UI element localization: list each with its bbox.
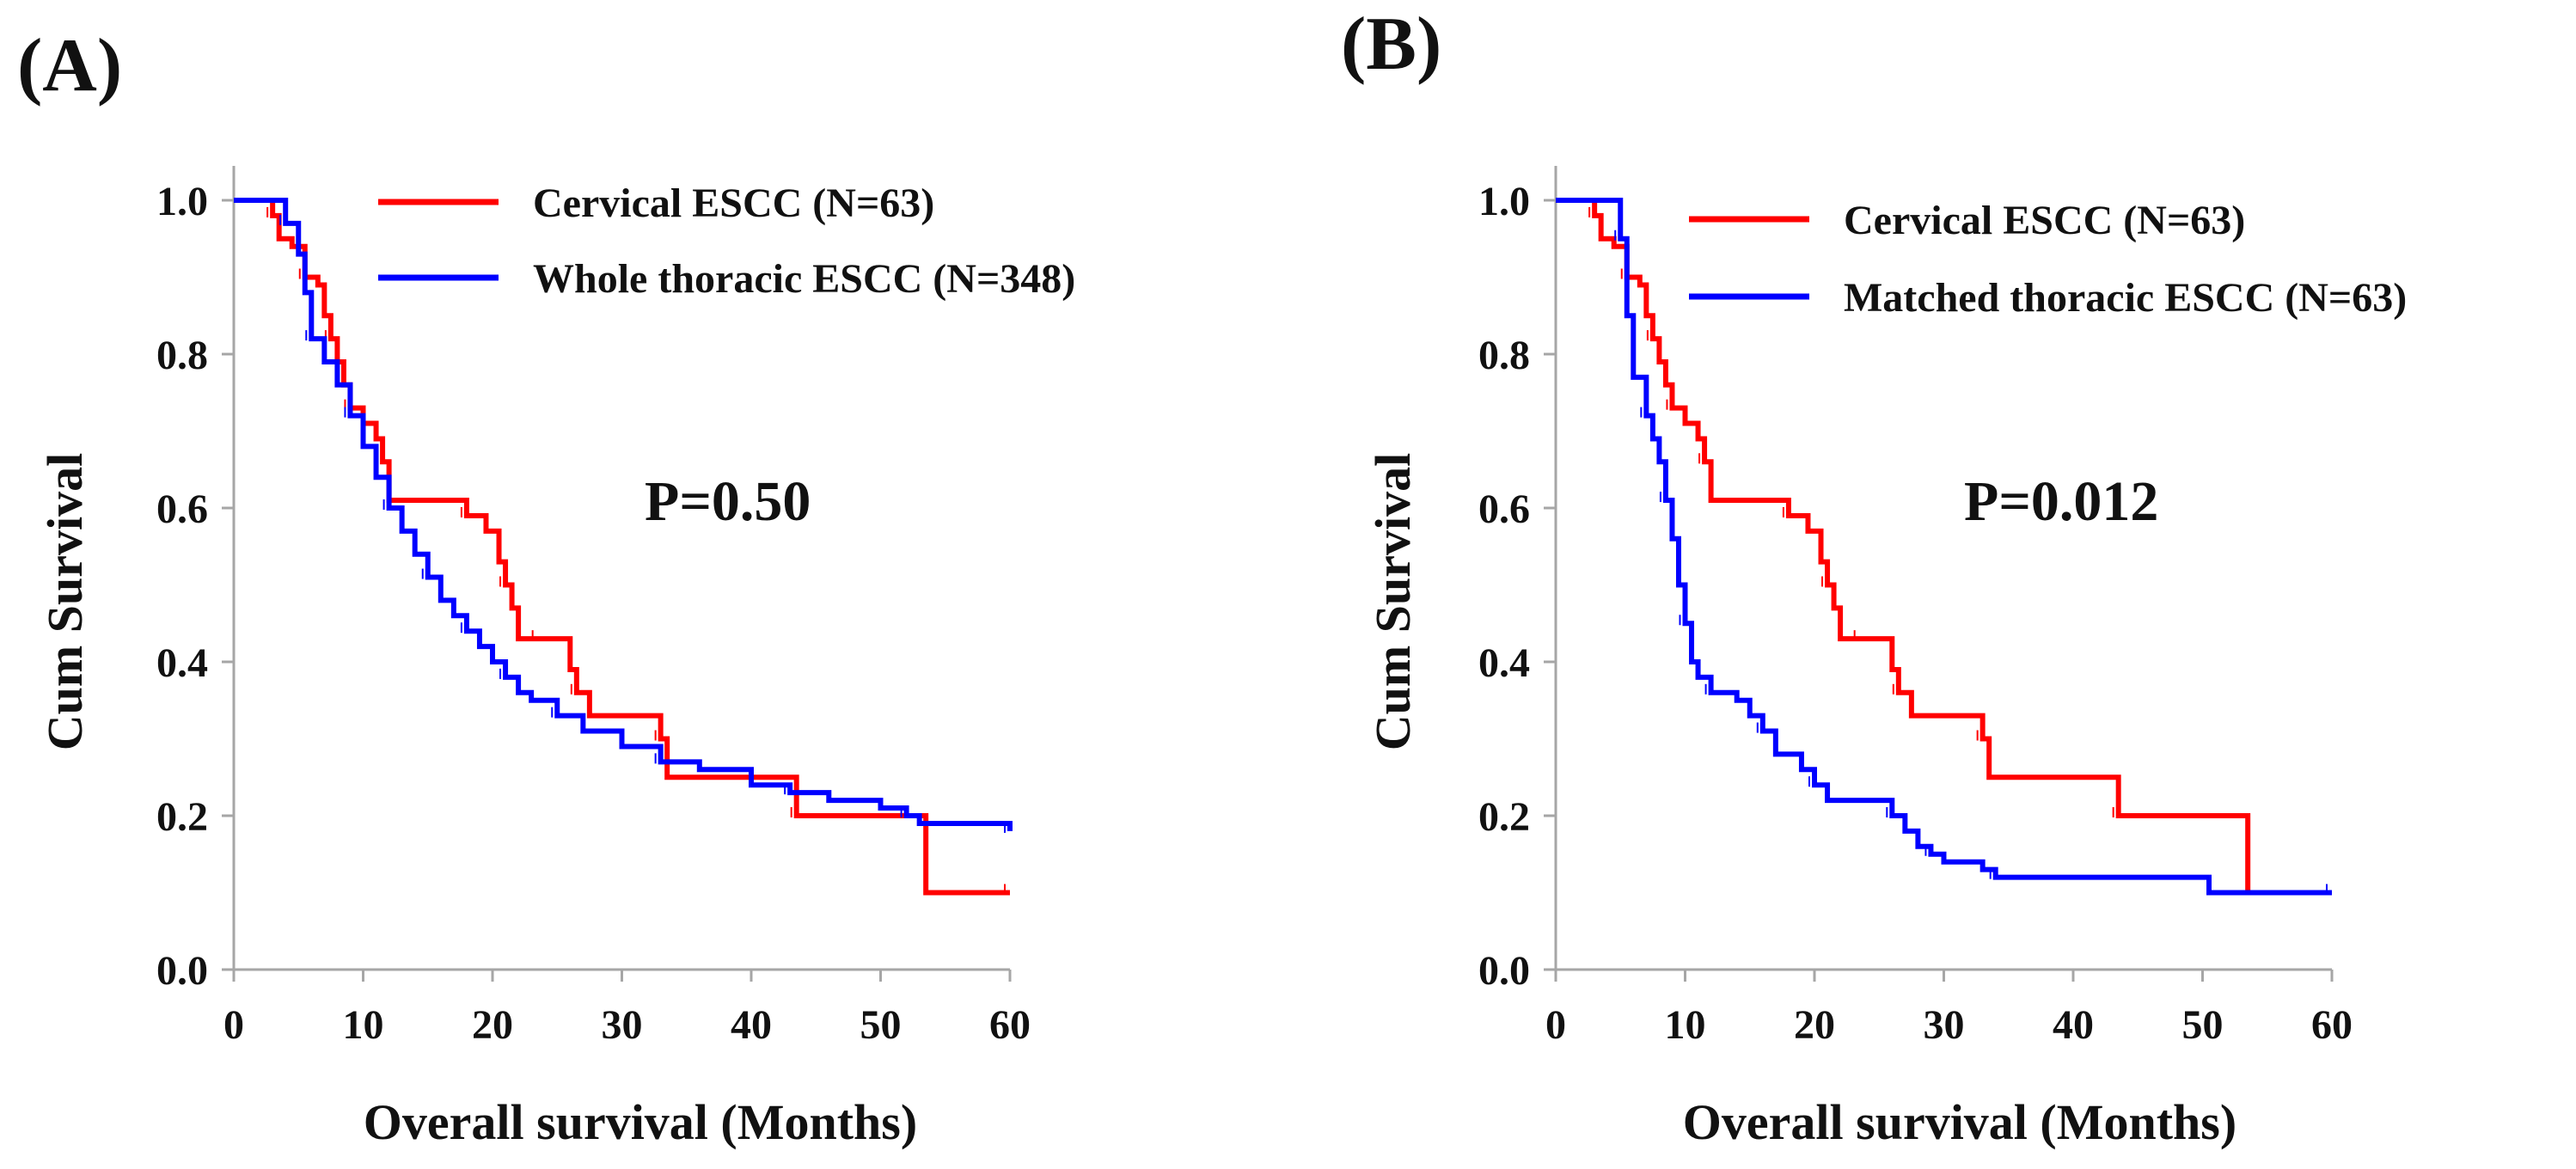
x-tick-label: 60 — [2311, 1002, 2353, 1048]
y-tick-label: 0.0 — [1478, 948, 1530, 994]
y-tick-label: 1.0 — [1478, 179, 1530, 224]
y-axis-label: Cum Survival — [37, 453, 93, 750]
x-tick-label: 10 — [1665, 1002, 1706, 1048]
series-line-whole-thoracic-escc — [234, 198, 1013, 831]
x-tick-label: 0 — [223, 1002, 244, 1048]
y-tick-label: 0.2 — [1478, 794, 1530, 840]
y-tick-label: 0.2 — [156, 794, 208, 840]
y-tick-label: 0.4 — [156, 640, 208, 686]
x-tick-label: 20 — [1794, 1002, 1835, 1048]
x-tick-label: 30 — [1924, 1002, 1965, 1048]
x-tick-label: 60 — [989, 1002, 1031, 1048]
x-axis-label: Overall survival (Months) — [1683, 1094, 2236, 1150]
y-axis-label: Cum Survival — [1365, 453, 1421, 750]
x-tick-label: 50 — [2182, 1002, 2224, 1048]
panel-label: (A) — [17, 24, 122, 107]
legend-label-matched-thoracic: Matched thoracic ESCC (N=63) — [1844, 275, 2407, 321]
legend-label-whole-thoracic: Whole thoracic ESCC (N=348) — [533, 256, 1075, 302]
legend: Cervical ESCC (N=63) Whole thoracic ESCC… — [378, 181, 1075, 302]
y-tick-label: 1.0 — [156, 179, 208, 224]
p-value-annotation: P=0.012 — [1964, 470, 2158, 533]
x-tick-label: 20 — [472, 1002, 513, 1048]
legend-label-cervical: Cervical ESCC (N=63) — [1844, 198, 2245, 243]
x-tick-label: 10 — [343, 1002, 384, 1048]
x-tick-label: 40 — [731, 1002, 772, 1048]
y-tick-label: 0.0 — [156, 948, 208, 994]
axes: 0.0 0.2 0.4 0.6 0.8 1.0 0 10 20 30 40 50 60 — [156, 166, 1031, 1048]
y-tick-label: 0.6 — [156, 487, 208, 532]
x-tick-label: 30 — [602, 1002, 643, 1048]
x-tick-label: 0 — [1545, 1002, 1566, 1048]
y-tick-label: 0.8 — [1478, 333, 1530, 378]
series-line-cervical-escc — [1556, 198, 2332, 896]
panel-b: (B) 0.0 0.2 0.4 0.6 0.8 1.0 0 10 20 30 40 50 60 Cerv… — [1341, 3, 2407, 1150]
x-tick-label: 40 — [2053, 1002, 2094, 1048]
y-tick-label: 0.8 — [156, 333, 208, 378]
series-line-matched-thoracic-escc — [1556, 198, 2332, 896]
series-line-cervical-escc — [234, 198, 1010, 896]
panel-label: (B) — [1341, 3, 1441, 86]
legend: Cervical ESCC (N=63) Matched thoracic ES… — [1689, 198, 2407, 321]
y-tick-label: 0.4 — [1478, 640, 1530, 686]
panel-a: (A) 0.0 0.2 0.4 0.6 0.8 1.0 0 10 20 30 40 50 60 Cerv… — [17, 24, 1075, 1150]
series-layer — [234, 198, 1013, 896]
x-tick-label: 50 — [860, 1002, 902, 1048]
p-value-annotation: P=0.50 — [645, 470, 811, 533]
legend-label-cervical: Cervical ESCC (N=63) — [533, 181, 934, 226]
axes: 0.0 0.2 0.4 0.6 0.8 1.0 0 10 20 30 40 50 60 — [1478, 166, 2353, 1048]
y-tick-label: 0.6 — [1478, 487, 1530, 532]
series-layer — [1556, 198, 2332, 896]
x-axis-label: Overall survival (Months) — [364, 1094, 917, 1150]
